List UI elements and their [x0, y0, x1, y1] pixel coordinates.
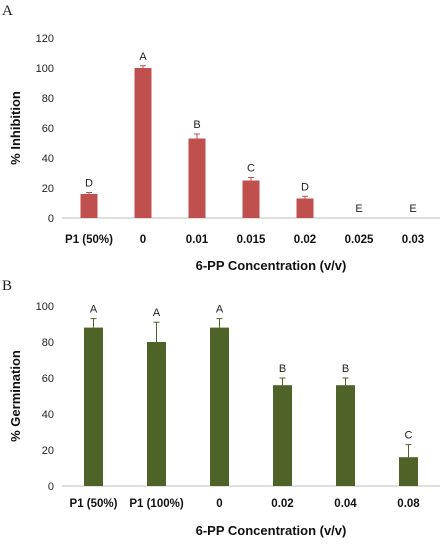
y-axis-title: % Germination	[8, 350, 23, 442]
y-tick-label: 100	[36, 301, 54, 313]
category-label: 0.08	[397, 498, 420, 510]
bar	[336, 385, 355, 486]
significance-letter: A	[153, 307, 161, 319]
y-axis-title: % Inhibition	[8, 91, 23, 165]
y-tick-label: 0	[48, 213, 54, 225]
y-tick-label: 20	[42, 183, 54, 195]
category-label: 0.01	[186, 234, 209, 246]
inhibition-chart: 0 20 40 60 80 100 120 D P1 (50%) A 0 B 0.01 C 0.015 D 0.…	[8, 33, 440, 273]
significance-letter: D	[301, 181, 309, 193]
x-axis-title: 6-PP Concentration (v/v)	[196, 523, 347, 538]
y-tick-label: 100	[36, 63, 54, 75]
y-tick-label: 60	[42, 123, 54, 135]
germination-chart: 0 20 40 60 80 100 A P1 (50%) A P1 (100%) A 0 B 0.02 B 0…	[8, 301, 440, 538]
y-tick-label: 120	[36, 33, 54, 45]
significance-letter: A	[139, 51, 147, 63]
category-label: 0	[140, 234, 146, 246]
bar	[399, 457, 418, 486]
bar	[147, 342, 166, 486]
significance-letter: B	[193, 119, 200, 131]
category-label: 0.015	[237, 234, 266, 246]
panel-b-letter: B	[2, 278, 12, 294]
bar	[242, 180, 260, 218]
significance-letter: A	[216, 304, 224, 316]
y-tick-label: 40	[42, 153, 54, 165]
significance-letter: E	[355, 203, 362, 215]
y-tick-label: 80	[42, 337, 54, 349]
x-axis-title: 6-PP Concentration (v/v)	[196, 258, 347, 273]
significance-letter: C	[247, 163, 255, 175]
category-label: 0.02	[271, 498, 293, 510]
significance-letter: B	[279, 363, 286, 375]
bar	[134, 68, 152, 218]
significance-letter: B	[342, 363, 349, 375]
bar	[273, 385, 292, 486]
category-label: P1 (50%)	[70, 498, 118, 510]
category-label: 0.04	[334, 498, 357, 510]
bar	[210, 327, 229, 486]
category-label: 0	[216, 498, 222, 510]
y-tick-label: 40	[42, 409, 54, 421]
category-label: P1 (50%)	[65, 234, 113, 246]
bar	[84, 327, 103, 486]
significance-letter: E	[409, 203, 416, 215]
significance-letter: A	[90, 304, 98, 316]
bar	[80, 194, 98, 218]
y-tick-label: 80	[42, 93, 54, 105]
panel-a-letter: A	[2, 3, 13, 19]
bar	[188, 138, 206, 218]
significance-letter: D	[85, 178, 93, 190]
category-label: 0.03	[402, 234, 424, 246]
bar	[296, 198, 314, 218]
y-tick-label: 60	[42, 373, 54, 385]
y-tick-label: 20	[42, 445, 54, 457]
category-label: P1 (100%)	[129, 498, 184, 510]
significance-letter: C	[405, 430, 413, 442]
category-label: 0.02	[294, 234, 316, 246]
y-tick-label: 0	[48, 481, 54, 493]
category-label: 0.025	[345, 234, 374, 246]
